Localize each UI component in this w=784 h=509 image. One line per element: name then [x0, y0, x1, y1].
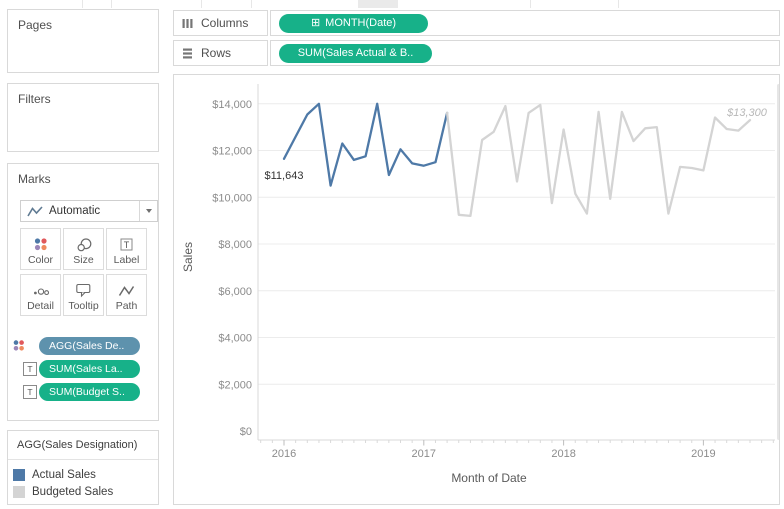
svg-text:Sales: Sales — [181, 242, 195, 272]
filters-card-title: Filters — [18, 92, 51, 106]
svg-text:$8,000: $8,000 — [218, 239, 252, 251]
y-axis-tick-labels: $0 $2,000 $4,000 $6,000 $8,000 $10,000 $12,000… — [212, 99, 252, 438]
tooltip-button[interactable]: Tooltip — [63, 274, 104, 316]
svg-text:2019: 2019 — [691, 448, 715, 460]
tooltip-button-label: Tooltip — [68, 300, 99, 312]
x-axis-tick-labels: 2016 2017 2018 2019 — [272, 448, 716, 460]
legend-item-label: Actual Sales — [32, 468, 96, 481]
svg-text:$13,300: $13,300 — [726, 107, 768, 119]
legend-item-budgeted-sales[interactable]: Budgeted Sales — [13, 485, 113, 498]
toolbar-divider — [530, 0, 531, 8]
sales-line-chart[interactable]: $0 $2,000 $4,000 $6,000 $8,000 $10,000 $12,000… — [174, 75, 781, 504]
size-button[interactable]: Size — [63, 228, 104, 270]
svg-text:$12,000: $12,000 — [212, 146, 252, 158]
line-mark-icon — [27, 205, 43, 216]
svg-text:Month of Date: Month of Date — [451, 471, 527, 485]
legend-item-actual-sales[interactable]: Actual Sales — [13, 468, 96, 481]
expand-plus-icon[interactable]: ⊞ — [310, 17, 321, 29]
color-button-label: Color — [27, 254, 54, 266]
color-icon — [34, 238, 47, 251]
marks-card: Marks Automatic Color Size — [7, 163, 159, 421]
path-icon — [118, 286, 135, 296]
worksheet-view[interactable]: $0 $2,000 $4,000 $6,000 $8,000 $10,000 $12,000… — [173, 74, 781, 505]
path-button-label: Path — [115, 300, 138, 312]
svg-text:$4,000: $4,000 — [218, 333, 252, 345]
vertical-scrollbar[interactable] — [777, 84, 781, 440]
legend-item-label: Budgeted Sales — [32, 485, 114, 498]
svg-text:$10,000: $10,000 — [212, 192, 252, 204]
columns-shelf-label: Columns — [173, 10, 268, 36]
axis-titles: Sales Month of Date — [181, 242, 527, 485]
series-line-budgeted-sales[interactable] — [445, 103, 752, 218]
filters-card[interactable]: Filters — [7, 83, 159, 152]
budgeted-sales-color-chip — [13, 485, 25, 498]
svg-text:T: T — [124, 240, 130, 250]
dropdown-caret-icon[interactable] — [139, 201, 157, 221]
rows-icon — [183, 48, 192, 58]
legend-card: AGG(Sales Designation) Actual Sales Budg… — [7, 430, 159, 505]
toolbar-divider — [251, 0, 252, 8]
series-line-actual-sales[interactable] — [282, 102, 449, 187]
size-icon — [76, 238, 91, 252]
svg-text:$6,000: $6,000 — [218, 286, 252, 298]
text-label-icon: T — [23, 385, 37, 399]
svg-text:$14,000: $14,000 — [212, 99, 252, 111]
pages-card-title: Pages — [18, 18, 53, 32]
pages-card[interactable]: Pages — [7, 9, 159, 73]
mark-type-dropdown[interactable]: Automatic — [20, 200, 158, 222]
svg-text:$2,000: $2,000 — [218, 379, 252, 391]
actual-sales-color-chip — [13, 468, 25, 481]
marks-card-title: Marks — [18, 172, 51, 186]
toolbar-divider — [111, 0, 112, 8]
rows-shelf[interactable]: SUM(Sales Actual & B.. — [270, 40, 780, 66]
rows-pill-label: SUM(Sales Actual & B.. — [297, 47, 414, 59]
columns-pill-label: MONTH(Date) — [325, 17, 397, 29]
columns-shelf-title: Columns — [201, 16, 249, 30]
columns-shelf[interactable]: ⊞ MONTH(Date) — [270, 10, 780, 36]
color-button[interactable]: Color — [20, 228, 61, 270]
size-button-label: Size — [73, 254, 94, 266]
svg-text:2017: 2017 — [412, 448, 436, 460]
detail-icon — [33, 288, 49, 296]
svg-text:2016: 2016 — [272, 448, 296, 460]
marks-pill-row: AGG(Sales De.. — [8, 337, 160, 355]
label-icon: T — [120, 238, 133, 251]
label-button[interactable]: T Label — [106, 228, 147, 270]
columns-pill-month-date[interactable]: ⊞ MONTH(Date) — [279, 13, 428, 33]
legend-divider — [8, 459, 158, 460]
mark-type-value: Automatic — [49, 205, 101, 217]
rows-pill-sum-sales-actual-budget[interactable]: SUM(Sales Actual & B.. — [279, 43, 432, 63]
path-button[interactable]: Path — [106, 274, 147, 316]
toolbar-divider — [618, 0, 619, 8]
axes — [257, 84, 775, 446]
legend-title: AGG(Sales Designation) — [17, 439, 138, 451]
tooltip-icon — [76, 283, 91, 298]
toolbar-divider — [82, 0, 83, 8]
toolbar-remnant — [358, 0, 398, 8]
color-dots-icon — [13, 340, 24, 351]
rows-shelf-label: Rows — [173, 40, 268, 66]
svg-text:$0: $0 — [240, 426, 252, 438]
svg-text:2018: 2018 — [551, 448, 575, 460]
marks-pill-row: T SUM(Sales La.. — [8, 360, 160, 378]
toolbar-divider — [201, 0, 202, 8]
columns-icon — [182, 18, 193, 28]
gridlines — [258, 103, 775, 385]
marks-pill-agg-sales-designation[interactable]: AGG(Sales De.. — [39, 337, 140, 355]
text-label-icon: T — [23, 362, 37, 376]
detail-button-label: Detail — [27, 300, 54, 312]
marks-pill-sum-sales-label[interactable]: SUM(Sales La.. — [39, 360, 140, 378]
rows-shelf-title: Rows — [201, 46, 232, 60]
svg-text:$11,643: $11,643 — [265, 170, 304, 182]
label-button-label: Label — [113, 254, 140, 266]
marks-pill-row: T SUM(Budget S.. — [8, 383, 160, 401]
mark-labels: $11,643 $13,300 — [265, 107, 768, 182]
marks-pill-sum-budget-sales[interactable]: SUM(Budget S.. — [39, 383, 140, 401]
detail-button[interactable]: Detail — [20, 274, 61, 316]
